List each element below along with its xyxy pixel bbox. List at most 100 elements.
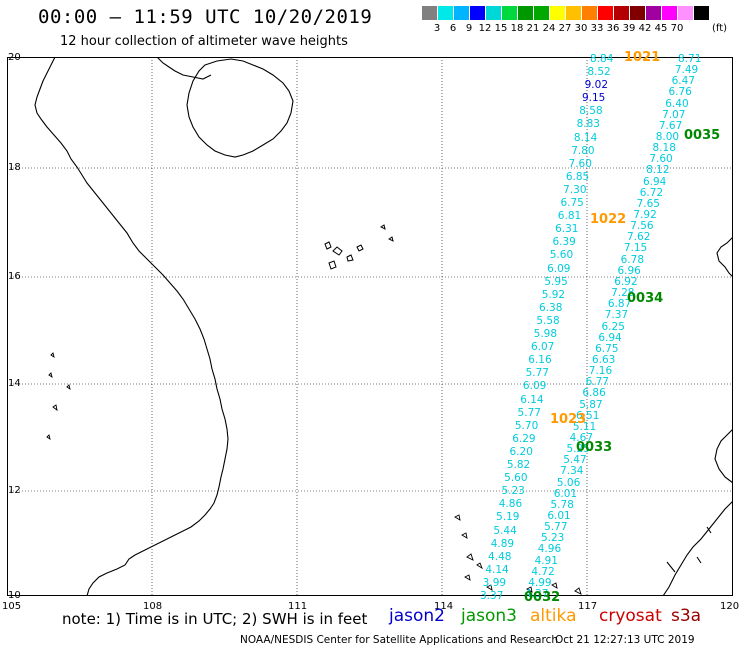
legend-color-box <box>550 6 565 20</box>
legend-label: 33 <box>590 23 604 34</box>
track-1021-value: 5.70 <box>514 419 539 432</box>
legend-color-box <box>566 6 581 20</box>
track-0035-value: 7.67 <box>658 119 683 132</box>
legend-label: 15 <box>494 23 508 34</box>
track-1021-value: 7.30 <box>563 183 587 196</box>
map-frame <box>7 57 733 596</box>
track-0035-value: 6.92 <box>614 275 638 288</box>
legend-label: 30 <box>574 23 588 34</box>
pass-time-label: 1022 <box>590 212 627 227</box>
track-1021-value: 6.75 <box>560 197 584 210</box>
legend-color-box <box>614 6 629 20</box>
legend-label: 36 <box>606 23 620 34</box>
track-0035-value: 5.87 <box>579 398 603 411</box>
lat-label-14: 14 <box>8 378 21 389</box>
track-0035-value: 7.28 <box>611 287 635 300</box>
pass-time-label: 1023 <box>550 412 587 427</box>
legend-color-box <box>630 6 645 20</box>
track-0035-value: 5.11 <box>572 420 597 433</box>
legend-color-box <box>662 6 677 20</box>
track-1021-value: 5.58 <box>536 314 560 327</box>
track-0035-value: 7.62 <box>627 231 651 244</box>
track-0035-value: 7.49 <box>674 64 699 77</box>
legend-label: 70 <box>670 23 684 34</box>
legend-color-box <box>502 6 517 20</box>
track-0035-value: 8.12 <box>646 164 670 177</box>
satellite-label-cryosat: cryosat <box>599 606 662 626</box>
track-1021-value: 5.60 <box>549 249 574 262</box>
track-0035-value: 4.37 <box>525 588 549 600</box>
track-1021-value: 5.82 <box>506 459 531 472</box>
tonkin-coastline <box>156 57 212 80</box>
track-0035-value: 6.51 <box>576 409 600 422</box>
track-1021-value: 8.14 <box>573 131 598 144</box>
track-1021-value: 6.38 <box>539 301 563 314</box>
legend-label: 24 <box>542 23 556 34</box>
track-1021-value: 8.52 <box>587 66 611 79</box>
legend-label: 12 <box>478 23 492 34</box>
track-0035-value: 6.77 <box>585 376 609 389</box>
track-0035-value: 5.47 <box>563 454 587 467</box>
track-1021-value: 8.83 <box>576 118 600 131</box>
lon-label-111: 111 <box>288 601 308 612</box>
track-0035-value: 6.96 <box>617 264 641 277</box>
track-0035-value: 8.18 <box>652 142 676 155</box>
track-1021-value: 8.58 <box>579 105 603 118</box>
track-1021-value: 5.44 <box>493 524 517 537</box>
vietnam-coastline <box>34 57 229 596</box>
track-0035-value: 6.01 <box>547 509 571 522</box>
track-1021-value: 5.23 <box>501 485 525 498</box>
legend-color-box <box>518 6 533 20</box>
track-0035-value: 6.63 <box>591 353 616 366</box>
legend-unit: (ft) <box>712 23 728 34</box>
legend-color-box <box>454 6 469 20</box>
legend-label: 18 <box>510 23 524 34</box>
map-title: 00:00 – 11:59 UTC 10/20/2019 <box>38 6 373 28</box>
track-1021-value: 5.60 <box>504 472 528 485</box>
grid-lines <box>7 57 733 596</box>
track-0035-value: 4.72 <box>531 565 555 578</box>
legend-color-box <box>646 6 661 20</box>
track-1021-value: 6.16 <box>528 354 552 367</box>
track-0035-value: 6.75 <box>595 342 619 355</box>
legend-label: 39 <box>622 23 636 34</box>
lat-label-10: 10 <box>8 590 21 601</box>
track-1021-value: 4.86 <box>498 498 523 511</box>
lat-label-18: 18 <box>8 162 21 173</box>
track-0035-value: 6.01 <box>553 487 578 500</box>
track-0035-value: 6.76 <box>668 86 692 99</box>
pass-time-label: 0032 <box>524 590 561 605</box>
track-0035-value: 5.25 <box>566 443 590 456</box>
track-1021-value: 9.15 <box>581 92 606 105</box>
lat-label-20: 20 <box>8 52 21 63</box>
track-1021-value: 5.95 <box>544 275 568 288</box>
track-0035-value: 6.86 <box>582 387 606 400</box>
legend-color-box <box>694 6 709 20</box>
track-0035-value: 6.94 <box>598 331 622 344</box>
track-0035-value: 7.92 <box>633 209 657 222</box>
track-1021-value: 6.14 <box>520 393 544 406</box>
track-1021-value: 3.99 <box>482 576 507 589</box>
track-0035-value: 4.96 <box>537 543 562 556</box>
track-0035-value: 6.72 <box>639 186 664 199</box>
track-0035-value: 6.25 <box>601 320 625 333</box>
track-0035-value: 4.67 <box>569 431 594 444</box>
legend-color-box <box>422 6 437 20</box>
track-1021-value: 4.48 <box>488 550 512 563</box>
satellite-label-altika: altika <box>530 606 577 626</box>
legend-color-box <box>678 6 693 20</box>
track-0035-value: 6.78 <box>620 253 645 266</box>
paracel-islands <box>324 224 394 270</box>
legend-label: 3 <box>433 23 441 34</box>
track-0035-value: 7.15 <box>623 242 648 255</box>
track-1021-value: 6.20 <box>509 445 533 458</box>
legend-color-box <box>534 6 549 20</box>
track-1021-value: 8.84 <box>590 53 614 65</box>
lat-label-16: 16 <box>8 271 21 282</box>
track-1021-value: 3.37 <box>480 590 504 602</box>
legend-label: 27 <box>558 23 572 34</box>
legend-label: 9 <box>465 23 473 34</box>
track-0035-value: 7.56 <box>630 220 654 233</box>
track-0035-value: 5.06 <box>556 476 581 489</box>
